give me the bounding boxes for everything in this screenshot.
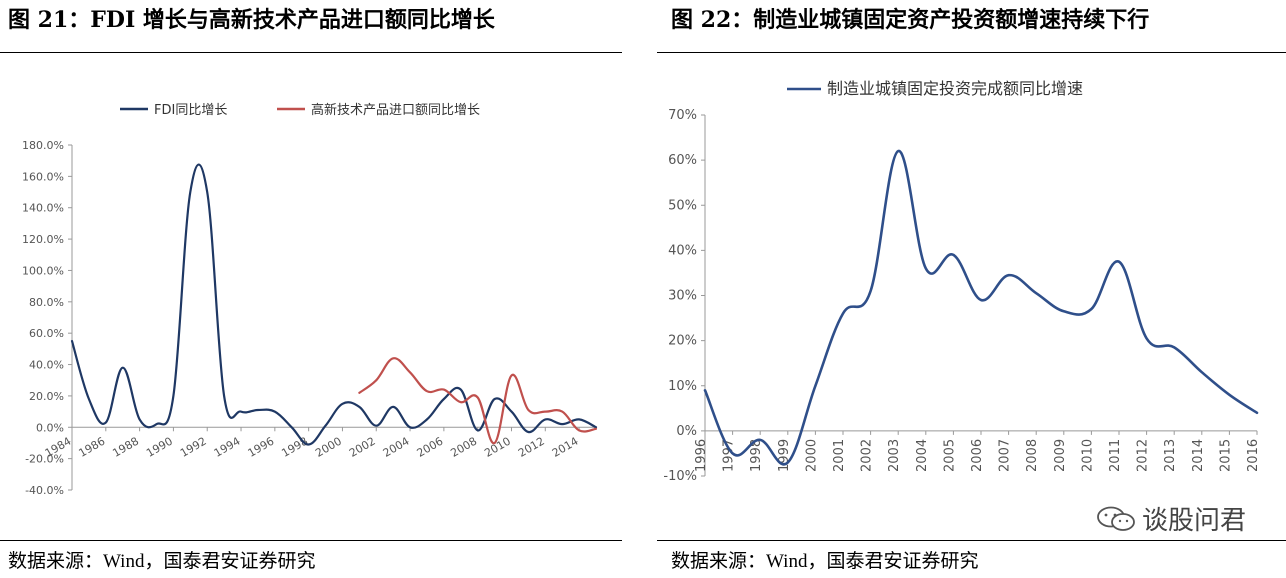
y-tick-label: 80.0% — [29, 296, 64, 309]
x-tick-label: 2014 — [1191, 439, 1206, 472]
wechat-icon — [1097, 506, 1135, 531]
figure-21-title: 图 21：FDI 增长与高新技术产品进口额同比增长 — [8, 7, 495, 33]
x-tick-label: 2005 — [942, 439, 957, 472]
y-tick-label: 50% — [668, 198, 697, 213]
x-tick-label: 1999 — [777, 439, 792, 472]
x-tick-label: 2006 — [970, 439, 985, 472]
x-tick-label: 2003 — [887, 439, 902, 472]
watermark: 谈股问君 — [1096, 500, 1246, 537]
y-tick-label: 120.0% — [22, 233, 64, 246]
y-tick-label: 60% — [668, 153, 697, 168]
legend-item: 制造业城镇固定投资完成额同比增速 — [787, 79, 1083, 98]
figure-22-panel: 图 22：制造业城镇固定资产投资额增速持续下行 制造业城镇固定投资完成额同比增速… — [657, 0, 1286, 578]
series-line — [703, 149, 1259, 466]
legend: 制造业城镇固定投资完成额同比增速 — [787, 79, 1083, 98]
x-tick-label: 2006 — [415, 435, 446, 460]
y-tick-label: 30% — [668, 289, 697, 304]
figure-21-source: 数据来源：Wind，国泰君安证券研究 — [8, 551, 316, 572]
x-tick-label: 2008 — [448, 435, 479, 460]
legend: FDI同比增长 高新技术产品进口额同比增长 — [120, 102, 480, 118]
x-tick-label: 1998 — [749, 439, 764, 472]
y-tick-label: 60.0% — [29, 327, 64, 340]
x-tick-label: 1990 — [144, 435, 175, 460]
y-tick-label: -10% — [663, 469, 697, 484]
y-tick-label: 160.0% — [22, 170, 64, 183]
y-tick-label: 180.0% — [22, 139, 64, 152]
x-tick-label: 1988 — [110, 435, 141, 460]
bottom-rule — [0, 540, 622, 541]
top-rule — [657, 52, 1286, 53]
x-tick-label: 2000 — [804, 439, 819, 472]
legend-item: FDI同比增长 — [120, 103, 227, 118]
y-tick-label: 40% — [668, 243, 697, 258]
legend-label: 制造业城镇固定投资完成额同比增速 — [827, 79, 1083, 98]
x-tick-label: 1986 — [77, 435, 108, 460]
x-tick-label: 2009 — [1053, 439, 1068, 472]
bottom-rule — [657, 540, 1286, 541]
x-tick-label: 2004 — [915, 439, 930, 472]
x-tick-label: 2012 — [516, 435, 547, 460]
figure-22-source: 数据来源：Wind，国泰君安证券研究 — [671, 551, 979, 572]
figure-22-title: 图 22：制造业城镇固定资产投资额增速持续下行 — [671, 7, 1150, 33]
x-tick-label: 2010 — [1080, 439, 1095, 472]
x-tick-label: 2004 — [381, 435, 412, 460]
x-tick-label: 1996 — [246, 435, 277, 460]
y-tick-label: 0.0% — [36, 421, 64, 434]
x-tick-label: 2014 — [550, 435, 581, 460]
legend-item: 高新技术产品进口额同比增长 — [277, 102, 480, 118]
manufacturing-investment-chart: 制造业城镇固定投资完成额同比增速 -10% 0% 10% 20% 30% 40% 50% 60%… — [663, 79, 1261, 484]
x-tick-label: 1996 — [694, 439, 709, 472]
x-tick-label: 2002 — [860, 439, 875, 472]
y-tick-label: 100.0% — [22, 264, 64, 277]
x-tick-label: 2013 — [1163, 439, 1178, 472]
y-tick-label: 0% — [676, 424, 697, 439]
x-tick-label: 1997 — [722, 439, 737, 472]
x-tick-label: 1994 — [212, 435, 243, 460]
y-tick-label: 140.0% — [22, 202, 64, 215]
x-tick-label: 2001 — [832, 439, 847, 472]
y-tick-label: 10% — [668, 379, 697, 394]
legend-label: 高新技术产品进口额同比增长 — [311, 102, 480, 118]
x-tick-label: 2015 — [1218, 439, 1233, 472]
x-tick-label: 1998 — [279, 435, 310, 460]
y-tick-label: 70% — [668, 108, 697, 123]
x-tick-label: 2008 — [1025, 439, 1040, 472]
figure-21-panel: 图 21：FDI 增长与高新技术产品进口额同比增长 FDI同比增长 高新技术产品进… — [0, 0, 622, 578]
y-tick-label: -40.0% — [25, 484, 64, 497]
legend-label: FDI同比增长 — [154, 103, 227, 118]
x-tick-label: 2016 — [1246, 439, 1261, 472]
series-line — [358, 357, 598, 445]
x-tick-label: 2007 — [998, 439, 1013, 472]
x-tick-label: 2011 — [1108, 439, 1123, 472]
y-tick-label: 20% — [668, 334, 697, 349]
y-tick-label: 20.0% — [29, 390, 64, 403]
y-tick-label: 40.0% — [29, 359, 64, 372]
y-tick-label: -20.0% — [25, 453, 64, 466]
x-tick-label: 1992 — [178, 435, 209, 460]
top-rule — [0, 52, 622, 53]
x-tick-label: 2012 — [1136, 439, 1151, 472]
x-tick-label: 2002 — [347, 435, 378, 460]
fdi-chart: FDI同比增长 高新技术产品进口额同比增长 -40.0% -20.0% 0.0% 20.0… — [22, 102, 598, 497]
watermark-text: 谈股问君 — [1141, 506, 1246, 536]
series-line — [70, 163, 598, 446]
